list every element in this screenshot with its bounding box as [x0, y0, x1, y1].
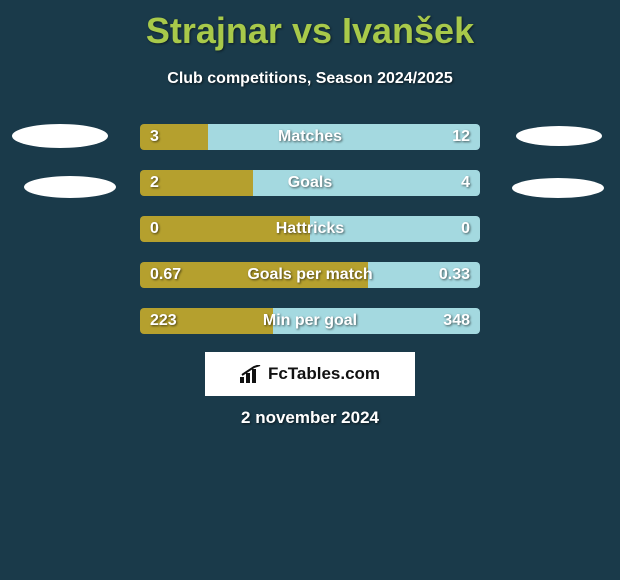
stat-label: Matches — [140, 124, 480, 150]
avatar-player1-b — [24, 176, 116, 198]
stat-value-right: 348 — [443, 308, 470, 334]
avatar-player2-a — [516, 126, 602, 146]
page-title: Strajnar vs Ivanšek — [0, 0, 620, 52]
stat-row: 2Goals4 — [140, 170, 480, 196]
brand-badge: FcTables.com — [205, 352, 415, 396]
chart-icon — [240, 365, 262, 383]
comparison-bars: 3Matches12 2Goals4 0Hattricks0 0.67Goals pe… — [140, 124, 480, 354]
stat-label: Min per goal — [140, 308, 480, 334]
stat-row: 3Matches12 — [140, 124, 480, 150]
date-label: 2 november 2024 — [0, 408, 620, 428]
stat-row: 0.67Goals per match0.33 — [140, 262, 480, 288]
stat-value-right: 12 — [452, 124, 470, 150]
stat-value-right: 4 — [461, 170, 470, 196]
stat-value-right: 0 — [461, 216, 470, 242]
page-subtitle: Club competitions, Season 2024/2025 — [0, 70, 620, 88]
stat-label: Hattricks — [140, 216, 480, 242]
stat-label: Goals per match — [140, 262, 480, 288]
stat-row: 223Min per goal348 — [140, 308, 480, 334]
stat-value-right: 0.33 — [439, 262, 470, 288]
stat-label: Goals — [140, 170, 480, 196]
brand-text: FcTables.com — [268, 364, 380, 384]
stat-row: 0Hattricks0 — [140, 216, 480, 242]
avatar-player1-a — [12, 124, 108, 148]
avatar-player2-b — [512, 178, 604, 198]
